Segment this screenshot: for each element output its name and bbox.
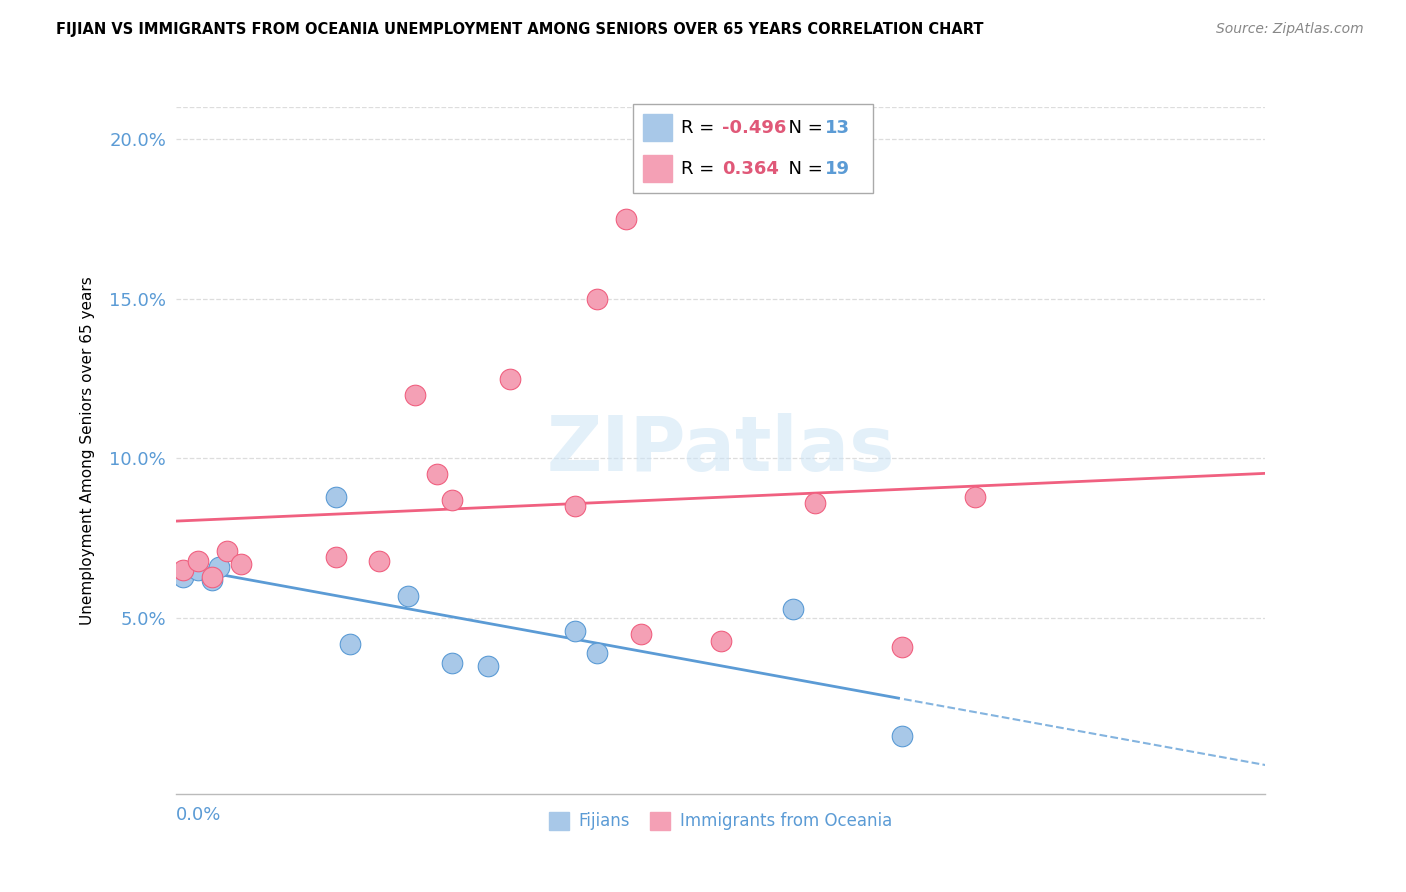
Point: [891, 640, 914, 654]
Point: [630, 627, 652, 641]
Point: [231, 557, 253, 571]
Y-axis label: Unemployment Among Seniors over 65 years: Unemployment Among Seniors over 65 years: [80, 277, 96, 624]
Point: [614, 211, 637, 226]
Point: [208, 560, 231, 574]
Point: [586, 292, 609, 306]
Point: [215, 544, 238, 558]
Point: [477, 659, 499, 673]
Point: [499, 371, 522, 385]
Point: [891, 730, 914, 744]
Point: [339, 637, 361, 651]
Text: Source: ZipAtlas.com: Source: ZipAtlas.com: [1216, 22, 1364, 37]
Point: [963, 490, 986, 504]
Point: [201, 569, 224, 583]
Point: [325, 490, 347, 504]
Legend: Fijians, Immigrants from Oceania: Fijians, Immigrants from Oceania: [543, 805, 898, 837]
Point: [710, 633, 733, 648]
Text: ZIPatlas: ZIPatlas: [547, 414, 894, 487]
Point: [440, 493, 463, 508]
Point: [440, 656, 463, 670]
Text: FIJIAN VS IMMIGRANTS FROM OCEANIA UNEMPLOYMENT AMONG SENIORS OVER 65 YEARS CORRE: FIJIAN VS IMMIGRANTS FROM OCEANIA UNEMPL…: [56, 22, 984, 37]
Point: [201, 573, 224, 587]
Point: [564, 624, 586, 638]
Point: [325, 550, 347, 565]
Point: [804, 496, 827, 510]
Point: [368, 554, 391, 568]
Point: [396, 589, 419, 603]
Point: [782, 601, 804, 615]
Text: 0.0%: 0.0%: [176, 806, 221, 824]
Point: [186, 563, 209, 577]
Point: [172, 569, 194, 583]
Point: [586, 646, 609, 660]
Point: [426, 467, 449, 482]
Point: [564, 500, 586, 514]
Point: [172, 563, 194, 577]
Point: [405, 387, 427, 401]
Point: [186, 554, 209, 568]
